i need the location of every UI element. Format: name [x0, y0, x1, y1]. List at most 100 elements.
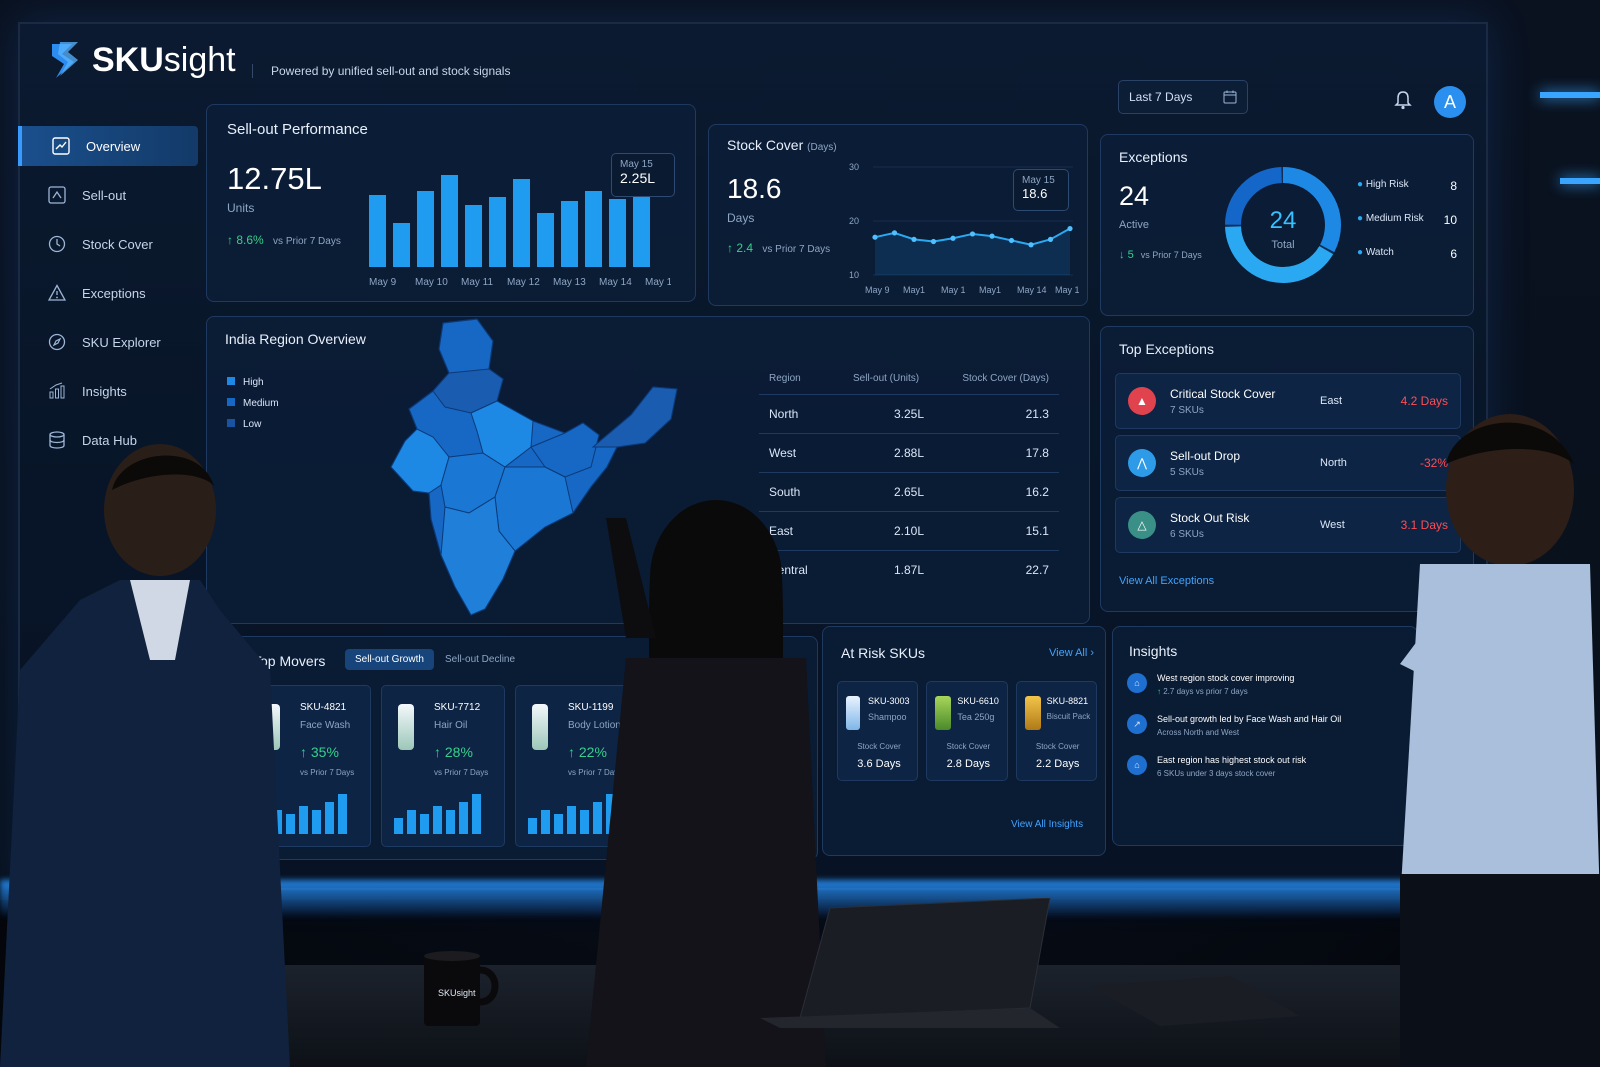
sidebar-item-label: Sell-out: [82, 187, 127, 203]
exception-item[interactable]: ⋀ Sell-out Drop 5 SKUs North -32%: [1115, 435, 1461, 491]
legend-low: Low: [243, 419, 262, 430]
insight-icon: ⌂: [1127, 673, 1147, 693]
arrow-up-icon: ↑: [300, 744, 307, 760]
exceptions-title: Exceptions: [1119, 149, 1188, 165]
insight-item[interactable]: ↗ Sell-out growth led by Face Wash and Ha…: [1127, 714, 1407, 737]
sidebar-item-exceptions[interactable]: Exceptions: [18, 273, 198, 313]
arrow-up-icon: ↑: [434, 744, 441, 760]
stock-point: [1008, 237, 1015, 244]
sellout-delta: ↑ 8.6% vs Prior 7 Days: [227, 233, 341, 247]
x-tick-label: May 9: [369, 277, 397, 288]
region-legend: High Medium Low: [227, 377, 279, 430]
mover-card[interactable]: SKU-7712 Hair Oil ↑ 28% vs Prior 7 Days: [381, 685, 505, 847]
at-risk-cards: SKU-3003 Shampoo Stock Cover 3.6 Days SK…: [837, 681, 1097, 781]
region-title: India Region Overview: [225, 331, 366, 347]
view-all-label: View All: [1049, 647, 1088, 659]
x-tick-label: May 14: [599, 277, 632, 288]
legend-item: ● Watch 6: [1357, 247, 1457, 261]
database-icon: [49, 431, 65, 449]
x-tick-label: May 13: [553, 277, 586, 288]
stock-tooltip: May 15 18.6: [1013, 169, 1069, 211]
table-row[interactable]: East 2.10L 15.1: [759, 511, 1059, 550]
sidebar-item-overview[interactable]: Overview: [18, 126, 198, 166]
insight-item[interactable]: ⌂ West region stock cover improving ↑ 2.7 …: [1127, 673, 1407, 696]
trend-down-icon: ⋀: [1128, 449, 1156, 477]
legend-label: High Risk: [1365, 179, 1409, 190]
date-filter[interactable]: Last 7 Days: [1118, 80, 1248, 114]
sellout-tooltip: May 15 2.25L: [611, 153, 675, 197]
sidebar-item-data-hub[interactable]: Data Hub: [18, 420, 198, 460]
cell-sellout: 1.87L: [893, 563, 924, 577]
insight-item[interactable]: ⌂ East region has highest stock out risk 6…: [1127, 755, 1407, 778]
legend-item: ● Medium Risk 10: [1357, 213, 1457, 227]
sidebar-item-sell-out[interactable]: Sell-out: [18, 175, 198, 215]
app-logo[interactable]: SKUsight: [46, 40, 236, 80]
logo-icon: [52, 42, 78, 78]
exception-item[interactable]: ▲ Critical Stock Cover 7 SKUs East 4.2 Da…: [1115, 373, 1461, 429]
sellout-bar: [561, 201, 578, 267]
tab-sellout-growth[interactable]: Sell-out Growth: [345, 649, 434, 670]
arrow-up-icon: ↑: [1157, 687, 1161, 696]
legend-label: Watch: [1365, 247, 1394, 258]
wall-light: [1540, 92, 1600, 98]
x-tick-label: May1: [903, 285, 925, 295]
table-row[interactable]: West 2.88L 17.8: [759, 433, 1059, 472]
growth: ↑ 35%: [300, 744, 339, 760]
stock-cover-panel: Stock Cover (Days) 18.6 Days ↑ 2.4 vs Pr…: [708, 124, 1088, 306]
tab-sellout-decline[interactable]: Sell-out Decline: [445, 654, 516, 665]
sellout-bar-chart: May 9 May 10 May 11 May 12 May 13 May 14 May 1…: [369, 175, 671, 288]
sidebar-item-sku-explorer[interactable]: SKU Explorer: [18, 322, 198, 362]
sku-name: Face Wash: [300, 720, 351, 731]
cell-region: East: [769, 524, 794, 538]
at-risk-card[interactable]: SKU-8821 Biscuit Pack Stock Cover 2.2 Da…: [1015, 681, 1097, 781]
stock-cover-value: 3.6 Days: [857, 758, 901, 770]
sku-code: SKU-8821: [1046, 696, 1089, 706]
view-all-link[interactable]: View All ›: [1049, 647, 1094, 659]
exception-name: Sell-out Drop: [1170, 448, 1241, 463]
cell-sellout: 3.25L: [893, 407, 924, 421]
insight-text: East region has highest stock out risk: [1157, 755, 1307, 765]
exception-value: 3.1 Days: [1400, 518, 1448, 532]
sidebar-item-stock-cover[interactable]: Stock Cover: [18, 224, 198, 264]
top-exceptions-list: ▲ Critical Stock Cover 7 SKUs East 4.2 Da…: [1115, 373, 1461, 553]
avatar[interactable]: A: [1434, 86, 1466, 118]
growth-note: vs Prior 7 Days: [300, 768, 355, 777]
cell-region: West: [769, 446, 797, 460]
at-risk-card[interactable]: SKU-6610 Tea 250g Stock Cover 2.8 Days: [926, 681, 1008, 781]
table-row[interactable]: South 2.65L 16.2: [759, 472, 1059, 511]
coffee-mug: [424, 951, 499, 1026]
cell-stock: 22.7: [1025, 563, 1049, 577]
sidebar-item-label: Exceptions: [82, 285, 146, 301]
stock-value: 18.6: [727, 173, 782, 204]
exceptions-panel: Exceptions 24 Active ↓ 5 vs Prior 7 Days…: [1100, 134, 1474, 316]
sku-name: Hair Oil: [434, 720, 468, 731]
stock-point: [891, 230, 898, 236]
view-all-exceptions-link[interactable]: View All Exceptions: [1119, 575, 1215, 587]
table-row[interactable]: North 3.25L 21.3: [759, 394, 1059, 433]
sellout-bar: [537, 213, 554, 267]
sidebar-item-insights[interactable]: Insights: [18, 371, 198, 411]
arrow-up-icon: ↑: [727, 241, 733, 255]
india-map[interactable]: [385, 317, 715, 617]
sellout-bar: [609, 199, 626, 267]
donut-medium-risk: [1225, 167, 1341, 283]
stock-point: [969, 231, 976, 237]
sellout-tooltip-value: 2.25L: [620, 170, 656, 186]
mini-bar: [407, 810, 416, 834]
clock-icon: [48, 235, 66, 253]
sku-code: SKU-3003: [868, 696, 910, 706]
y-tick-label: 30: [849, 162, 859, 172]
mini-bar: [541, 810, 550, 834]
view-all-insights-link[interactable]: View All Insights: [1011, 819, 1084, 830]
shampoo-bottle-icon: [846, 696, 860, 730]
legend-high: High: [243, 377, 264, 388]
exceptions-legend: ● High Risk 8 ● Medium Risk 10 ● Watch 6: [1357, 179, 1457, 261]
x-tick-label: May 9: [865, 285, 890, 295]
bell-icon[interactable]: [1394, 90, 1412, 110]
at-risk-card[interactable]: SKU-3003 Shampoo Stock Cover 3.6 Days: [837, 681, 919, 781]
exception-item[interactable]: △ Stock Out Risk 6 SKUs West 3.1 Days: [1115, 497, 1461, 553]
mini-bar: [446, 810, 455, 834]
sellout-bar: [393, 223, 410, 267]
stock-title-label: Stock Cover: [727, 137, 804, 153]
mini-bar-chart: [394, 794, 481, 834]
